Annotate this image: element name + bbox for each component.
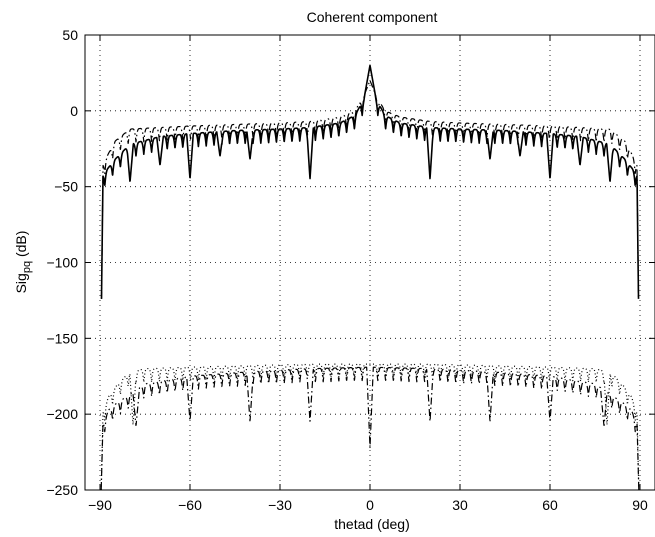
y-tick-label: −150 (46, 330, 78, 346)
y-axis-label-subscript: pq (21, 261, 33, 273)
y-tick-label: −50 (54, 179, 78, 195)
x-tick-label: 0 (366, 497, 374, 513)
y-axis-label-main: Sig (13, 273, 29, 293)
series-layer (100, 64, 640, 491)
x-tick-label: −60 (178, 497, 202, 513)
y-tick-label: −250 (46, 482, 78, 498)
x-tick-label: 60 (542, 497, 558, 513)
series-2-line (100, 79, 640, 299)
y-axis-label: Sigpq (dB) (13, 231, 33, 294)
grid (85, 34, 655, 491)
x-tick-label: 30 (452, 497, 468, 513)
y-axis-label-unit: (dB) (13, 231, 29, 261)
x-tick-label: −30 (268, 497, 292, 513)
y-tick-label: 50 (62, 27, 78, 43)
series-3-line (100, 366, 640, 491)
y-tick-label: −100 (46, 255, 78, 271)
chart-title: Coherent component (307, 9, 438, 25)
y-tick-label: −200 (46, 406, 78, 422)
series-1-line (100, 64, 640, 299)
x-tick-label: 90 (632, 497, 648, 513)
series-4-line (100, 363, 640, 491)
x-axis-label: thetad (deg) (334, 516, 410, 532)
y-tick-label: 0 (70, 103, 78, 119)
ticks: −90 −60 −30 0 30 60 90 50 0 −50 −100 −150 −200 −250 (46, 27, 655, 513)
x-tick-label: −90 (88, 497, 112, 513)
